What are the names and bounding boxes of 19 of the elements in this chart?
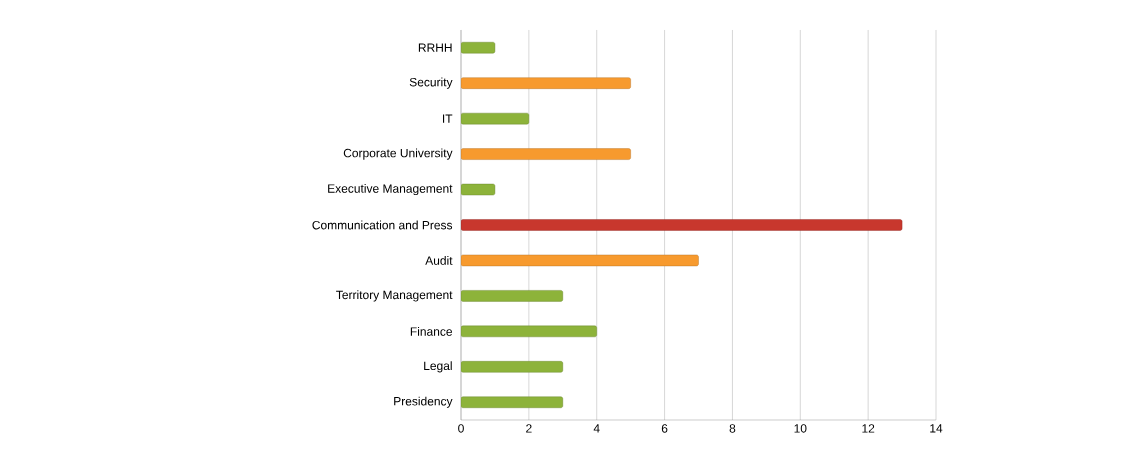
y-tick-label: Communication and Press	[312, 220, 453, 230]
y-tick-label: Territory Management	[336, 290, 453, 302]
y-tick-label: RRHH	[418, 43, 452, 52]
x-tick-label: 10	[794, 424, 807, 433]
y-tick-label: Corporate University	[343, 148, 453, 160]
y-tick-label: Executive Management	[328, 183, 453, 196]
x-tick-label: 0	[458, 424, 464, 433]
y-tick-label: Legal	[424, 361, 452, 373]
y-tick-label: Security	[409, 77, 453, 89]
x-tick-label: 6	[661, 424, 668, 433]
x-tick-label: 12	[862, 424, 875, 433]
x-tick-label: 2	[526, 424, 532, 433]
x-tick-label: 8	[729, 424, 736, 433]
x-tick-label: 14	[930, 424, 943, 433]
y-tick-label: Presidency	[394, 396, 453, 408]
y-tick-label: Finance	[410, 326, 453, 336]
y-tick-label: Audit	[425, 256, 453, 265]
y-tick-label: IT	[443, 114, 453, 123]
x-tick-label: 4	[593, 424, 600, 433]
